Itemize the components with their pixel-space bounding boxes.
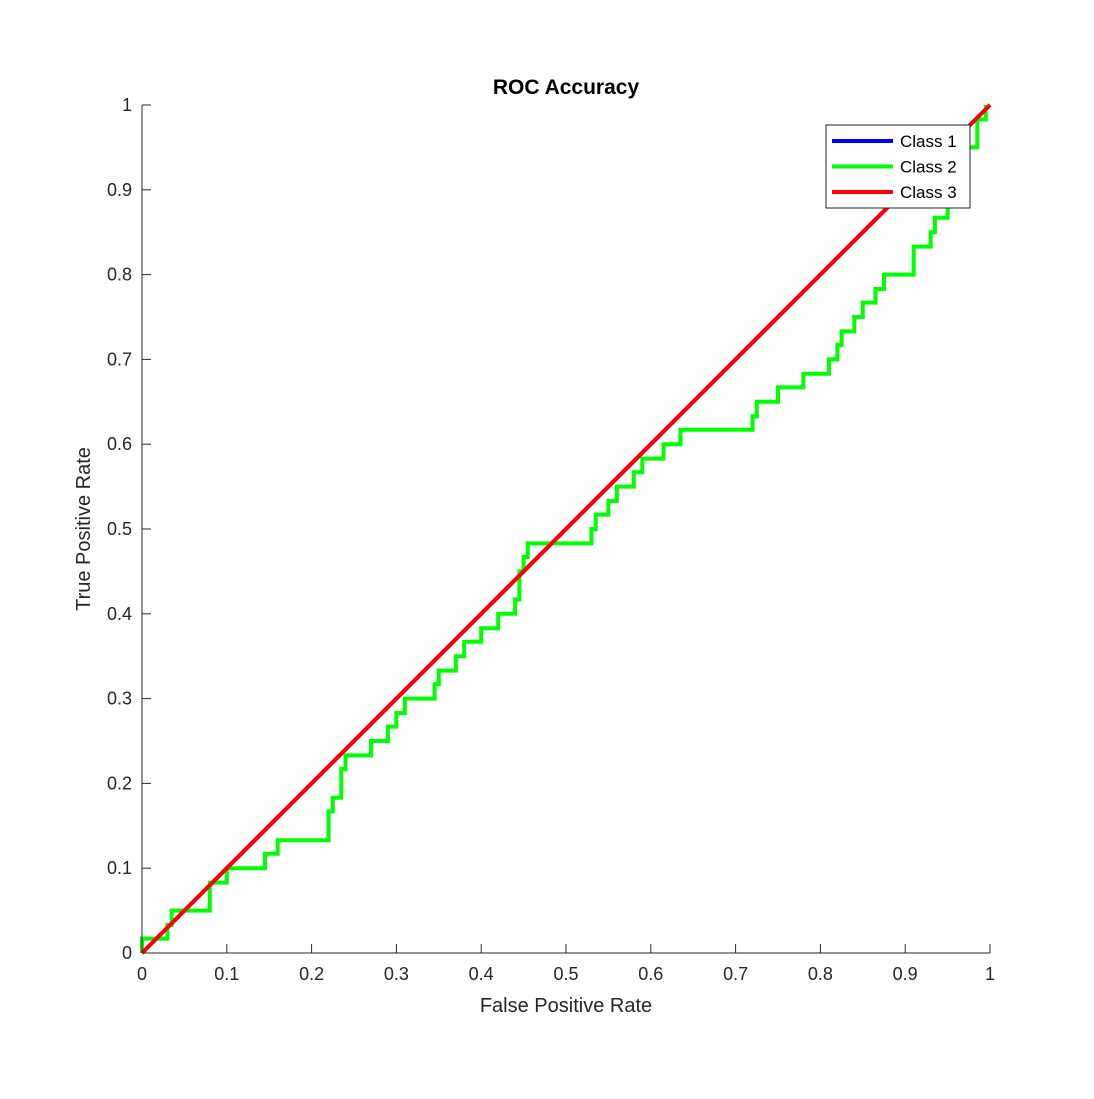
- x-tick-label: 0.8: [808, 964, 833, 984]
- legend: Class 1 Class 2 Class 3: [825, 124, 971, 209]
- legend-label-3: Class 3: [900, 183, 957, 202]
- legend-label-2: Class 2: [900, 158, 957, 177]
- x-axis-label: False Positive Rate: [480, 995, 652, 1017]
- y-tick-label: 0.1: [107, 858, 132, 878]
- x-tick-label: 0: [137, 964, 147, 984]
- y-ticks: 0 0.1 0.2 0.3 0.4 0.5 0.6 0.7 0.8 0.9 1: [107, 95, 151, 963]
- x-tick-label: 0.1: [214, 964, 239, 984]
- x-tick-label: 0.7: [723, 964, 748, 984]
- x-tick-label: 0.2: [299, 964, 324, 984]
- legend-items: Class 1 Class 2 Class 3: [832, 132, 957, 202]
- x-tick-label: 0.6: [638, 964, 663, 984]
- y-tick-label: 0: [122, 943, 132, 963]
- x-ticks: 0 0.1 0.2 0.3 0.4 0.5 0.6 0.7 0.8 0.9 1: [137, 944, 995, 984]
- y-tick-label: 0.2: [107, 773, 132, 793]
- y-tick-label: 1: [122, 95, 132, 115]
- y-tick-label: 0.9: [107, 180, 132, 200]
- series-line-3: [140, 103, 992, 955]
- x-tick-label: 0.3: [384, 964, 409, 984]
- y-tick-label: 0.6: [107, 434, 132, 454]
- y-tick-label: 0.3: [107, 689, 132, 709]
- series-line-2: [140, 105, 988, 953]
- x-tick-label: 0.4: [469, 964, 494, 984]
- y-tick-label: 0.5: [107, 519, 132, 539]
- legend-label-1: Class 1: [900, 132, 957, 151]
- x-tick-label: 0.9: [893, 964, 918, 984]
- series-layer: [140, 103, 992, 955]
- y-tick-label: 0.4: [107, 604, 132, 624]
- x-tick-label: 1: [985, 964, 995, 984]
- x-tick-label: 0.5: [553, 964, 578, 984]
- y-tick-label: 0.8: [107, 265, 132, 285]
- chart-title: ROC Accuracy: [493, 76, 640, 99]
- y-tick-label: 0.7: [107, 349, 132, 369]
- y-axis-label: True Positive Rate: [73, 447, 95, 611]
